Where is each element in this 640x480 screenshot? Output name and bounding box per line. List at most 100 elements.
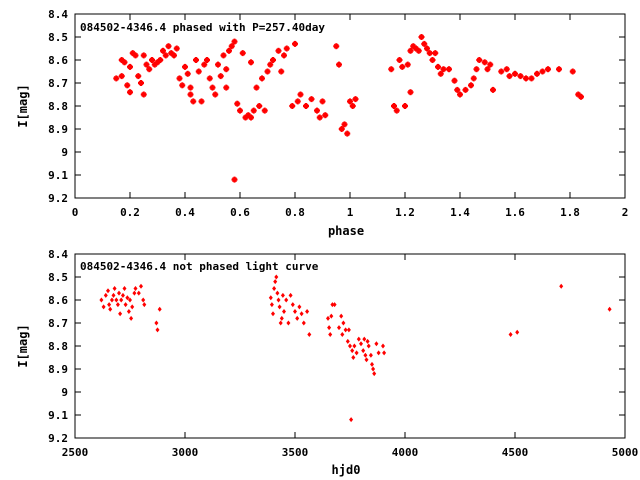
- data-point: [339, 313, 344, 319]
- data-point: [473, 66, 480, 73]
- unphased-data-points: [99, 274, 612, 423]
- data-point: [326, 315, 330, 321]
- y-tick-label: 8.7: [48, 317, 68, 330]
- data-point: [154, 320, 159, 326]
- data-point: [217, 73, 224, 80]
- data-point: [330, 302, 335, 308]
- data-point: [278, 320, 283, 326]
- data-point: [374, 341, 379, 347]
- data-point: [454, 86, 461, 93]
- data-point: [362, 336, 367, 342]
- data-point: [132, 52, 139, 59]
- data-point: [190, 98, 197, 105]
- data-point: [259, 75, 265, 82]
- data-point: [195, 68, 202, 75]
- data-point: [248, 114, 254, 121]
- data-point: [346, 327, 351, 333]
- phased-plot-frame: [74, 13, 626, 199]
- data-point: [338, 126, 345, 132]
- unphased-y-axis-label: I[mag]: [16, 324, 30, 367]
- data-point: [231, 38, 238, 45]
- data-point: [337, 325, 341, 331]
- data-point: [327, 325, 332, 331]
- data-point: [451, 77, 458, 84]
- data-point: [234, 100, 241, 107]
- data-point: [371, 366, 376, 372]
- data-point: [316, 114, 323, 121]
- data-point: [138, 80, 144, 86]
- data-point: [275, 290, 280, 296]
- data-point: [340, 332, 345, 337]
- data-point: [250, 107, 257, 114]
- x-tick-label: 1: [347, 206, 354, 219]
- unphased-x-axis: 2500 3000 3500 4000 4500 5000: [62, 254, 639, 459]
- data-point: [559, 283, 564, 289]
- data-point: [322, 112, 329, 119]
- data-point: [426, 50, 433, 57]
- data-point: [370, 361, 374, 367]
- data-point: [130, 304, 135, 310]
- unphased-plot-title: 084502-4346.4 not phased light curve: [80, 260, 319, 273]
- data-point: [388, 66, 395, 73]
- data-point: [215, 61, 221, 68]
- data-point: [517, 73, 524, 80]
- data-point: [273, 279, 278, 285]
- data-point: [372, 371, 377, 377]
- data-point: [120, 292, 125, 298]
- data-point: [365, 338, 370, 344]
- data-point: [440, 66, 447, 73]
- data-point: [297, 304, 302, 310]
- data-point: [256, 103, 263, 109]
- x-tick-label: 0.8: [285, 206, 305, 219]
- x-tick-label: 0.6: [230, 206, 250, 219]
- x-tick-label: 1.8: [560, 206, 580, 219]
- data-point: [106, 288, 110, 294]
- data-point: [396, 57, 403, 63]
- data-point: [341, 320, 346, 326]
- data-point: [268, 295, 273, 301]
- data-point: [157, 57, 164, 63]
- data-point: [226, 47, 232, 54]
- x-tick-label: 1.6: [505, 206, 525, 219]
- data-point: [179, 82, 186, 89]
- phased-plot-panel: 084502-4346.4 phased with P=257.40day 8.…: [16, 8, 628, 238]
- data-point: [333, 43, 340, 50]
- data-point: [578, 93, 584, 100]
- x-tick-label: 5000: [612, 446, 639, 459]
- data-point: [347, 98, 353, 105]
- y-tick-label: 8.6: [48, 294, 68, 307]
- x-tick-label: 3500: [282, 446, 309, 459]
- data-point: [407, 89, 414, 96]
- data-point: [282, 309, 286, 314]
- y-tick-label: 9.2: [48, 192, 68, 205]
- data-point: [141, 297, 146, 303]
- data-point: [301, 320, 306, 326]
- data-point: [122, 286, 127, 291]
- data-point: [109, 297, 114, 303]
- data-point: [270, 57, 276, 63]
- data-point: [484, 66, 491, 73]
- data-point: [117, 290, 121, 296]
- data-point: [115, 302, 120, 308]
- unphased-x-axis-label: hjd0: [332, 463, 361, 477]
- data-point: [277, 304, 282, 310]
- data-point: [545, 66, 551, 73]
- x-tick-label: 0.2: [120, 206, 140, 219]
- data-point: [113, 75, 120, 82]
- data-point: [155, 327, 160, 333]
- data-point: [512, 70, 518, 77]
- data-point: [336, 61, 342, 68]
- phased-data-points: [113, 34, 584, 183]
- data-point: [288, 292, 293, 298]
- data-point: [303, 103, 309, 109]
- y-tick-label: 8.7: [48, 77, 68, 90]
- data-point: [361, 348, 366, 354]
- unphased-plot-panel: 084502-4346.4 not phased light curve 8.4…: [16, 248, 638, 477]
- data-point: [286, 320, 291, 326]
- data-point: [404, 61, 411, 68]
- data-point: [364, 357, 369, 363]
- data-point: [299, 311, 304, 317]
- phased-x-axis-label: phase: [328, 224, 364, 238]
- data-point: [223, 66, 230, 73]
- y-tick-label: 9.1: [48, 409, 68, 422]
